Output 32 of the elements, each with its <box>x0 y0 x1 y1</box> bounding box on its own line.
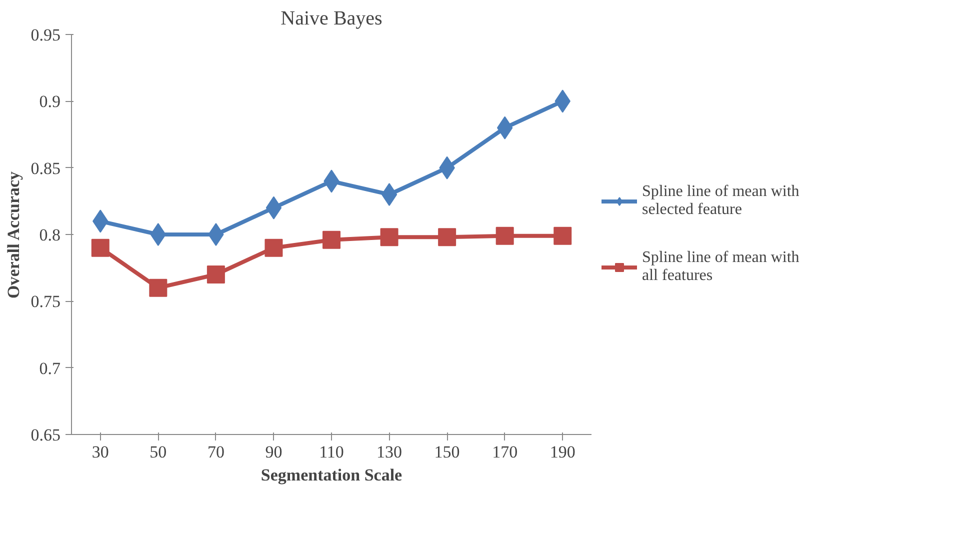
x-tick-label: 170 <box>492 442 518 462</box>
y-tick-label: 0.65 <box>30 426 60 444</box>
point <box>149 278 168 297</box>
legend-label: Spline line of mean with all features <box>642 249 800 285</box>
x-tick-label: 30 <box>92 442 109 462</box>
y-tick-label: 0.8 <box>39 226 60 244</box>
y-tick-label: 0.75 <box>30 292 60 312</box>
y-axis-title: Overall Accuracy <box>4 170 23 298</box>
x-tick-label: 50 <box>150 442 167 462</box>
y-tick-label: 0.95 <box>30 26 60 44</box>
point <box>380 228 398 246</box>
point <box>381 183 398 206</box>
x-tick-label: 130 <box>376 442 402 462</box>
point <box>496 226 514 245</box>
point <box>264 238 283 257</box>
y-tick-label: 0.7 <box>39 358 61 378</box>
y-tick-label: 0.85 <box>30 158 60 178</box>
point <box>206 266 225 284</box>
point <box>322 230 340 249</box>
y-tick-label: 0.9 <box>39 92 60 112</box>
x-tick-label: 150 <box>434 442 460 462</box>
legend-label: Spline line of mean with selected feature <box>642 183 800 219</box>
chart-title: Naive Bayes <box>280 8 383 30</box>
x-tick-label: 70 <box>207 442 224 462</box>
x-axis-title: Segmentation Scale <box>260 466 403 484</box>
point <box>266 196 282 220</box>
x-tick-label: 90 <box>265 442 282 462</box>
x-tick-label: 110 <box>319 442 344 462</box>
point <box>438 228 456 246</box>
point <box>91 238 110 257</box>
point <box>554 226 572 245</box>
x-tick-label: 190 <box>550 442 576 462</box>
